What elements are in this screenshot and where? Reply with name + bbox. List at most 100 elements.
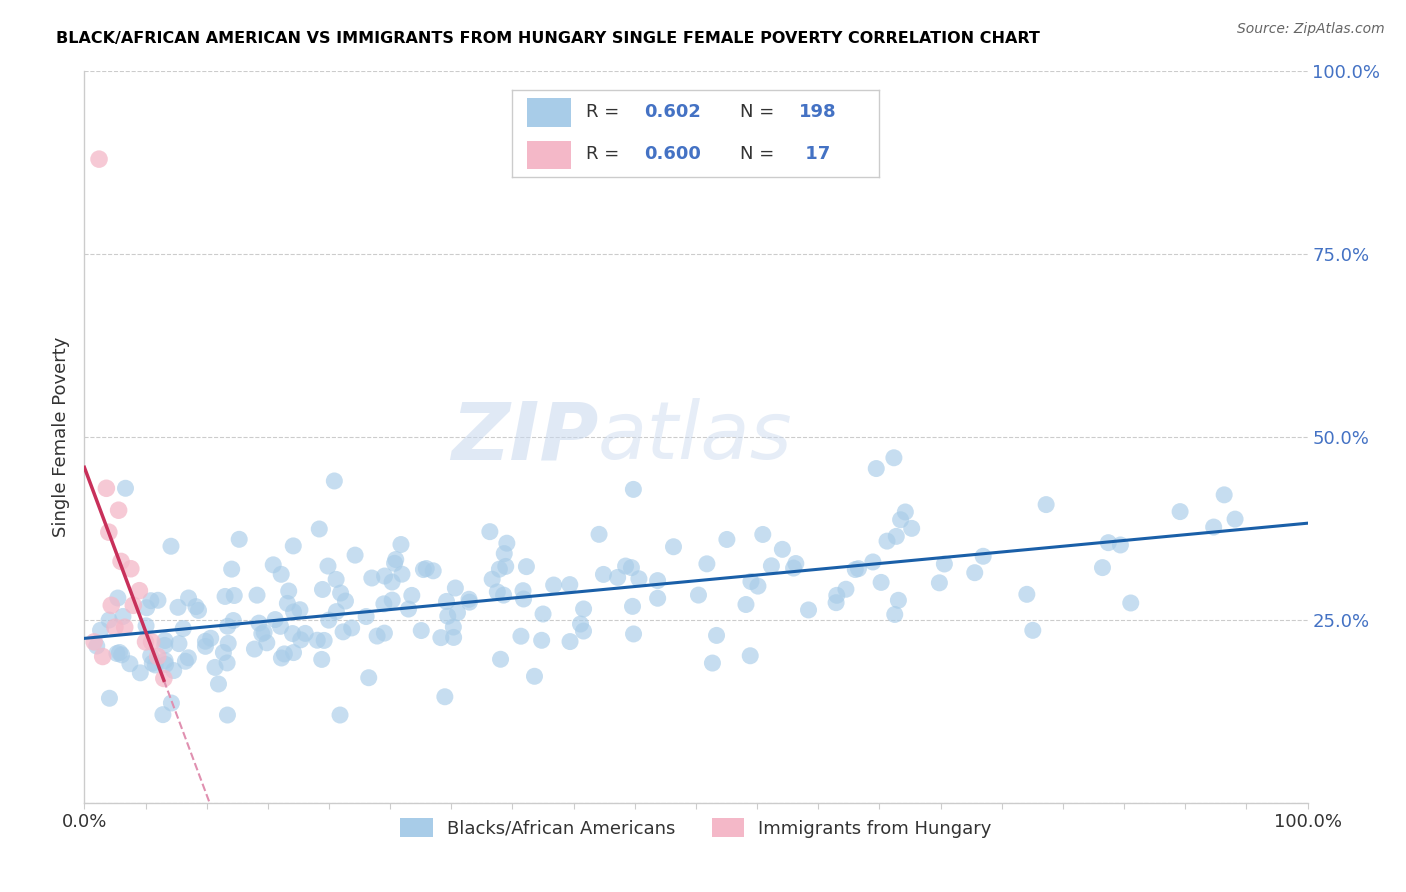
Point (558, 634, 581, 648)
Point (194, 640, 217, 654)
Point (120, 562, 142, 576)
Point (620, 560, 643, 574)
Point (277, 584, 299, 599)
Point (569, 617, 592, 632)
Point (357, 671, 380, 685)
Point (217, 656, 239, 670)
Point (311, 652, 333, 666)
Point (398, 602, 420, 616)
Text: BLACK/AFRICAN AMERICAN VS IMMIGRANTS FROM HUNGARY SINGLE FEMALE POVERTY CORRELAT: BLACK/AFRICAN AMERICAN VS IMMIGRANTS FRO… (56, 31, 1040, 46)
Point (623, 627, 645, 641)
Point (1022, 624, 1045, 638)
Point (122, 599, 145, 613)
Point (340, 621, 363, 635)
Point (621, 483, 644, 497)
Point (107, 591, 129, 605)
Point (797, 603, 820, 617)
Point (389, 537, 412, 551)
Point (135, 619, 157, 633)
Point (264, 613, 287, 627)
Point (647, 591, 669, 606)
Point (512, 583, 534, 598)
Point (543, 578, 565, 592)
Point (314, 633, 336, 648)
Point (515, 559, 537, 574)
Point (740, 648, 762, 663)
Point (716, 533, 738, 547)
Text: ZIP: ZIP (451, 398, 598, 476)
Point (152, 707, 174, 722)
Point (1223, 512, 1246, 526)
Point (752, 527, 775, 541)
Point (281, 626, 304, 640)
Point (311, 582, 333, 597)
Point (696, 557, 718, 571)
Point (332, 624, 354, 639)
Point (374, 569, 396, 583)
Point (194, 634, 217, 648)
Point (184, 599, 207, 614)
Point (308, 522, 330, 536)
Point (146, 593, 169, 607)
Point (172, 622, 194, 636)
Point (262, 558, 284, 572)
Point (177, 591, 200, 605)
Point (606, 570, 628, 584)
Point (1119, 596, 1142, 610)
Point (481, 572, 503, 586)
Point (207, 677, 229, 691)
Point (572, 602, 595, 616)
Point (250, 626, 273, 640)
Point (530, 633, 553, 648)
Point (204, 660, 226, 674)
Point (139, 648, 162, 663)
Point (177, 650, 200, 665)
Point (735, 598, 758, 612)
Point (325, 605, 347, 619)
Point (246, 588, 269, 602)
Point (1035, 498, 1057, 512)
Point (111, 648, 134, 662)
Point (486, 585, 509, 599)
Point (90, 624, 112, 638)
Point (283, 605, 305, 619)
Point (887, 593, 910, 607)
Point (495, 559, 517, 574)
Point (430, 631, 453, 645)
Text: Source: ZipAtlas.com: Source: ZipAtlas.com (1237, 22, 1385, 37)
Legend: Blacks/African Americans, Immigrants from Hungary: Blacks/African Americans, Immigrants fro… (392, 811, 1000, 845)
Point (135, 635, 157, 649)
Point (458, 592, 481, 607)
Point (523, 669, 546, 683)
Point (212, 645, 235, 659)
Point (269, 619, 291, 633)
Point (621, 599, 644, 614)
Point (224, 589, 246, 603)
Point (217, 619, 239, 633)
Point (1091, 560, 1114, 574)
Point (876, 534, 898, 549)
Point (782, 561, 804, 575)
Point (167, 600, 190, 615)
Point (146, 649, 169, 664)
Point (290, 632, 312, 647)
Point (108, 646, 131, 660)
Point (128, 583, 150, 598)
Point (531, 607, 554, 621)
Point (100, 599, 122, 613)
Point (825, 588, 848, 602)
Point (870, 575, 893, 590)
Point (329, 586, 352, 600)
Point (354, 609, 377, 624)
Point (963, 566, 986, 580)
Point (381, 593, 404, 607)
Point (894, 505, 917, 519)
Point (243, 642, 266, 657)
Point (139, 593, 162, 607)
Point (96, 481, 118, 495)
Point (785, 557, 807, 571)
Point (294, 626, 316, 640)
Point (1097, 535, 1119, 549)
Text: atlas: atlas (598, 398, 793, 476)
Point (422, 564, 444, 578)
